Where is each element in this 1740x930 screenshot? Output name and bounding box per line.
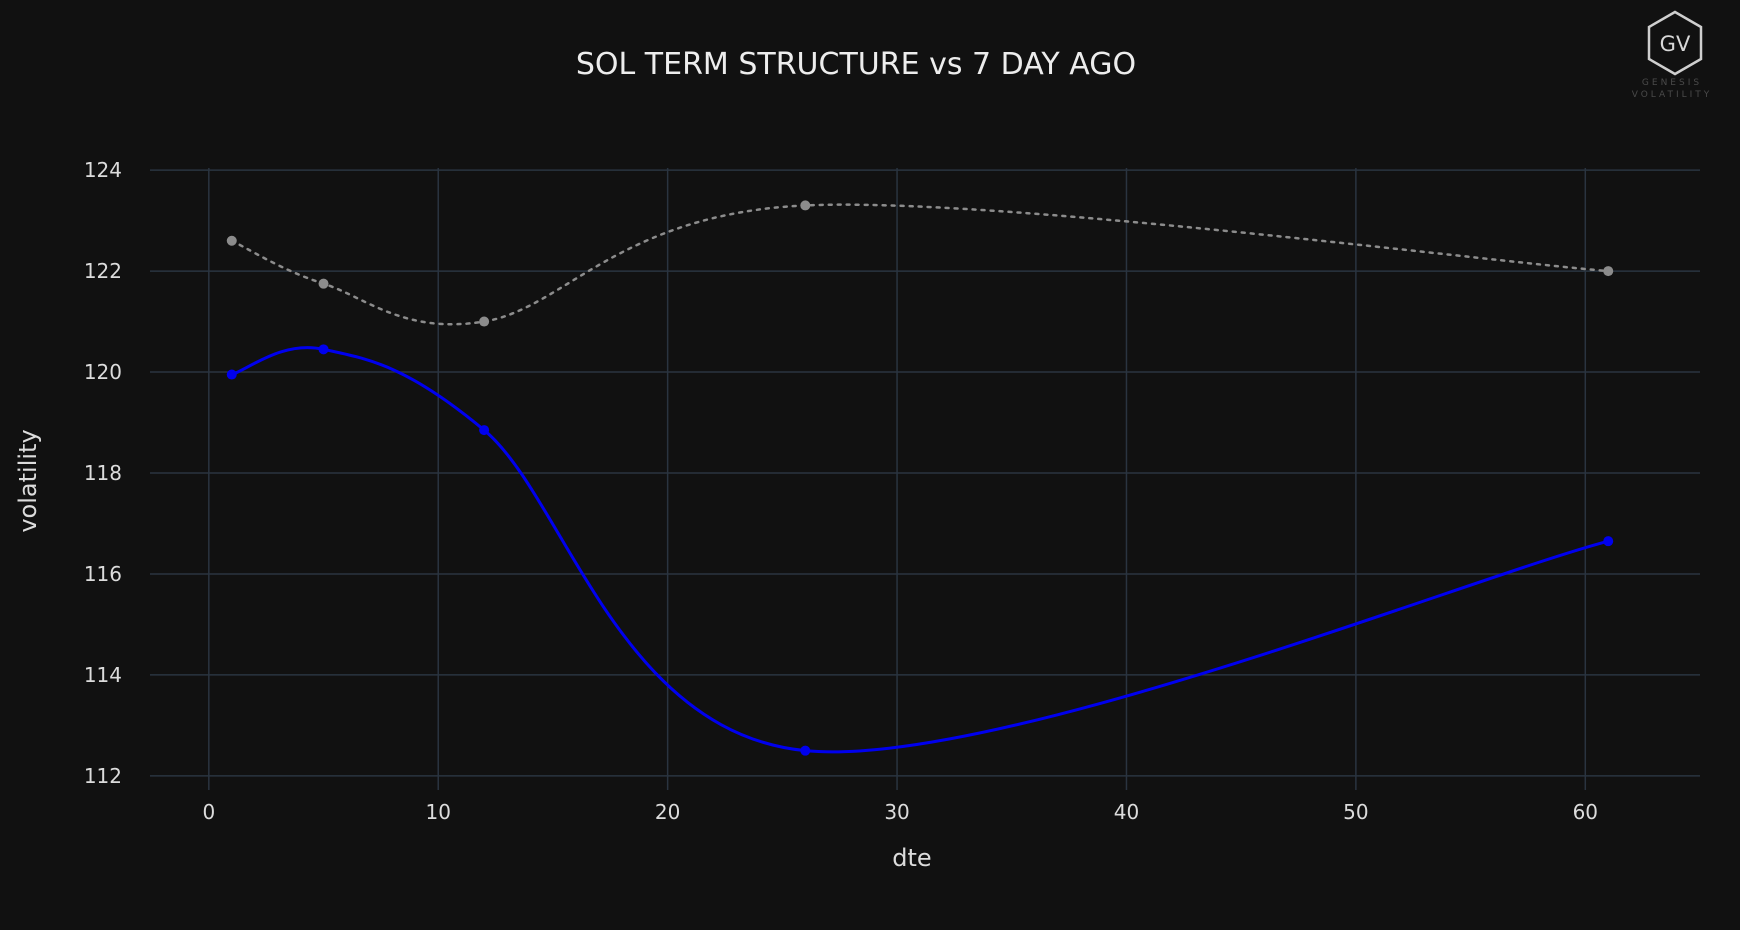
logo-text-line1: GENESIS [1641, 78, 1703, 88]
x-tick-label: 50 [1343, 800, 1368, 824]
genesis-volatility-logo: GV GENESIS VOLATILITY [1620, 10, 1724, 105]
y-tick-label: 112 [84, 764, 122, 788]
data-point[interactable] [800, 745, 811, 756]
x-tick-label: 40 [1114, 800, 1139, 824]
hexagon-logo-icon: GV [1647, 10, 1703, 76]
y-tick-label: 122 [84, 259, 122, 283]
data-point[interactable] [479, 425, 490, 436]
y-tick-label: 124 [84, 158, 122, 182]
data-point[interactable] [1603, 536, 1614, 547]
data-point[interactable] [318, 344, 329, 355]
data-point[interactable] [226, 235, 237, 246]
chart-title: SOL TERM STRUCTURE vs 7 DAY AGO [576, 47, 1136, 82]
data-point[interactable] [1603, 266, 1614, 277]
logo-initials: GV [1660, 32, 1691, 56]
series-current [226, 344, 1614, 756]
y-tick-label: 118 [84, 461, 122, 485]
y-axis-title: volatility [14, 429, 42, 532]
data-point[interactable] [479, 316, 490, 327]
grid [150, 168, 1700, 790]
data-point[interactable] [318, 278, 329, 289]
y-tick-label: 116 [84, 562, 122, 586]
data-point[interactable] [800, 200, 811, 211]
y-tick-label: 120 [84, 360, 122, 384]
tick-labels: 0 10 20 30 40 50 60 112 114 116 118 120 122 124 [84, 158, 1598, 824]
y-tick-label: 114 [84, 663, 122, 687]
x-tick-label: 30 [884, 800, 909, 824]
x-tick-label: 60 [1573, 800, 1598, 824]
series-7-day-ago [226, 200, 1614, 327]
logo-text-line2: VOLATILITY [1631, 90, 1713, 100]
x-tick-label: 10 [426, 800, 451, 824]
series-layer [226, 200, 1614, 756]
x-axis-title: dte [892, 844, 931, 872]
x-tick-label: 20 [655, 800, 680, 824]
x-tick-label: 0 [202, 800, 215, 824]
data-point[interactable] [226, 369, 237, 380]
